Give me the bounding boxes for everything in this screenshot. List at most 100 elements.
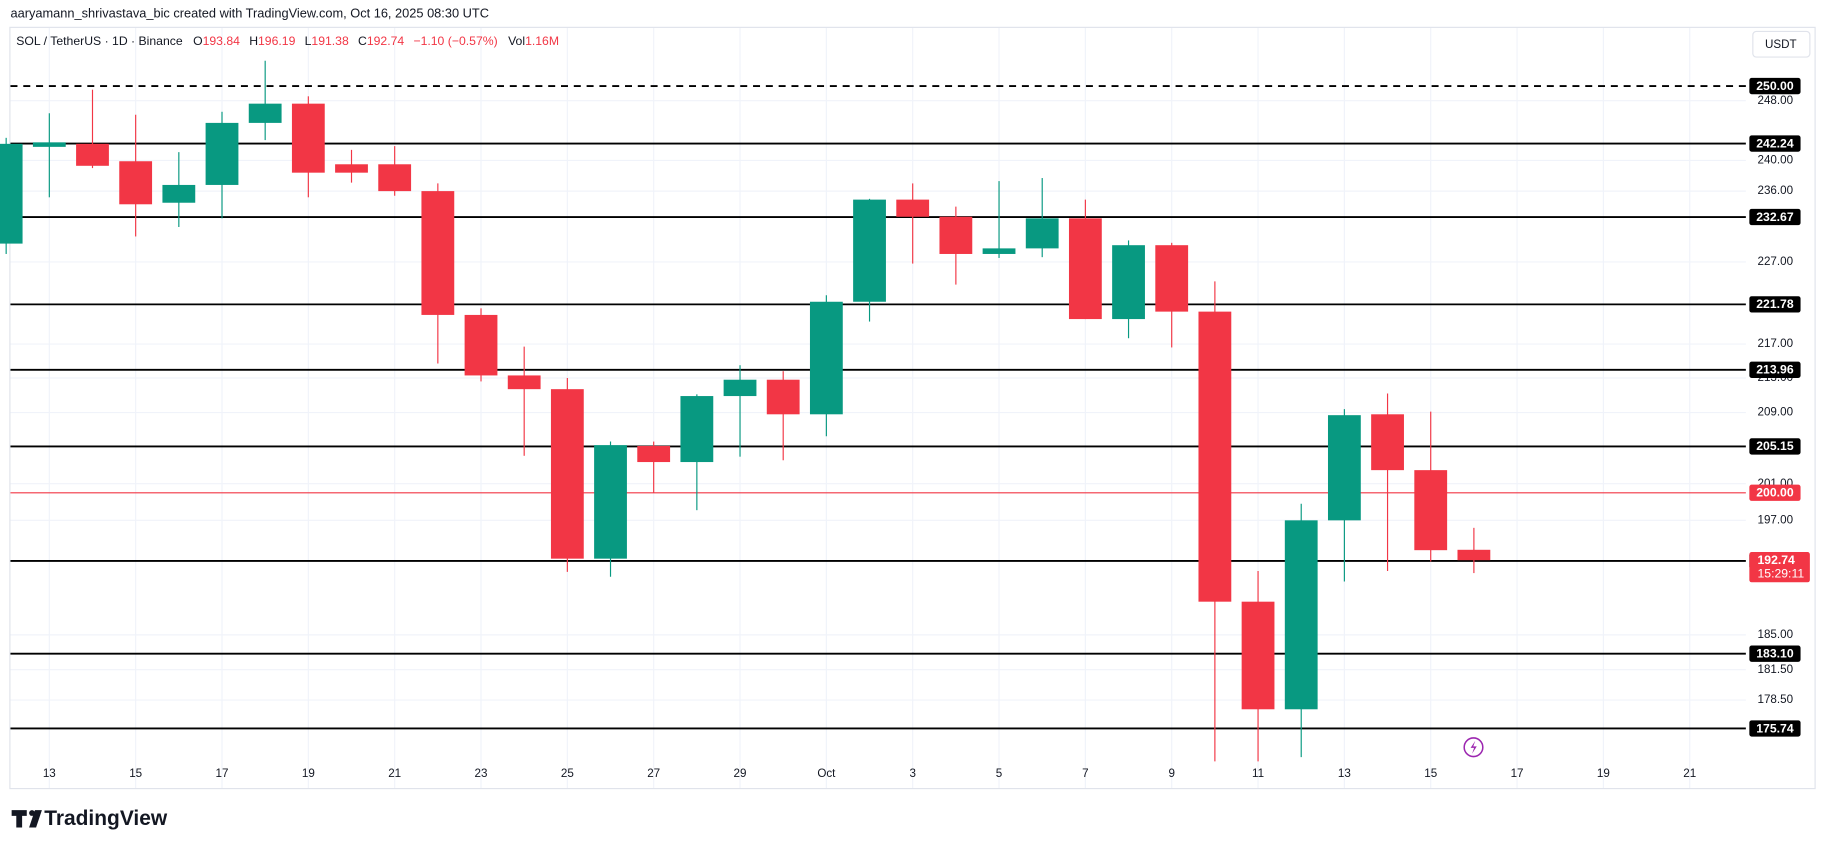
x-tick-label: 9 <box>1168 767 1174 780</box>
candle-body <box>1457 549 1491 561</box>
level-label-box <box>1749 208 1801 226</box>
candle-body <box>162 184 196 203</box>
level-label: 183.10 <box>1756 647 1794 661</box>
x-tick-label: 25 <box>561 767 574 780</box>
price-box <box>1749 552 1810 583</box>
currency-box[interactable] <box>1752 30 1811 58</box>
x-tick-label: 13 <box>1338 767 1351 780</box>
level-label: 213.96 <box>1756 363 1794 377</box>
x-tick-label: 29 <box>734 767 747 780</box>
candle-body <box>378 164 412 192</box>
candle-body <box>1112 245 1145 320</box>
candle-body <box>248 103 282 123</box>
legend: SOL / TetherUS · 1D · Binance O193.84 H1… <box>16 34 559 48</box>
level-label-box <box>1749 296 1801 313</box>
candle-body <box>205 122 239 185</box>
y-tick-label: 217.00 <box>1757 337 1793 350</box>
candle-body <box>896 199 930 217</box>
axes: 13 15 17 19 21 23 25 27 29 Oct 3 5 7 9 11 13 15 17 19 21 248… <box>43 77 1810 780</box>
y-tick-label: 178.50 <box>1757 693 1793 706</box>
x-tick-label: 19 <box>302 767 315 780</box>
x-tick-label: 21 <box>388 767 401 780</box>
candle-body <box>0 143 23 244</box>
y-tick-label: 227.00 <box>1757 255 1793 268</box>
level-label-box <box>1749 484 1801 501</box>
candle-body <box>119 161 153 205</box>
level-label-box <box>1749 135 1801 152</box>
legend-label: L <box>305 34 312 48</box>
legend-label: C <box>358 34 367 48</box>
candle-body <box>507 375 541 390</box>
candle-body <box>291 103 325 173</box>
candle-body <box>723 379 757 397</box>
logo-text[interactable]: TradingView <box>44 807 168 830</box>
logo-dot[interactable] <box>29 810 35 816</box>
level-label: 200.00 <box>1756 486 1794 500</box>
candle-body <box>1414 470 1448 551</box>
candle-body <box>32 142 66 147</box>
candle-body <box>853 199 886 302</box>
level-label: 205.15 <box>1756 439 1794 453</box>
candle-body <box>421 191 455 315</box>
candle-body <box>1371 414 1404 471</box>
x-tick-label: 11 <box>1252 767 1264 780</box>
legend-value: 192.74 <box>367 34 405 48</box>
event-icon[interactable] <box>1463 737 1484 758</box>
x-tick-label: 19 <box>1597 767 1610 780</box>
candle-body <box>1025 218 1059 249</box>
event-bolt[interactable] <box>1470 740 1477 754</box>
candle-body <box>939 216 973 254</box>
level-label: 232.67 <box>1756 210 1794 224</box>
candle-body <box>1198 311 1232 602</box>
x-tick-label: 27 <box>647 767 660 780</box>
candle-body <box>766 379 800 415</box>
legend-value: 193.84 <box>203 34 241 48</box>
level-label-box <box>1749 438 1801 455</box>
candle-body <box>464 314 498 376</box>
legend-value: 196.19 <box>258 34 296 48</box>
x-tick-label: Oct <box>817 767 836 780</box>
candle-body <box>76 143 109 166</box>
candle-body <box>982 248 1016 254</box>
level-label: 242.24 <box>1756 136 1794 150</box>
legend-label: O <box>193 34 203 48</box>
y-tick-label: 236.00 <box>1757 184 1793 197</box>
x-tick-label: 15 <box>129 767 142 780</box>
x-tick-label: 15 <box>1424 767 1437 780</box>
x-tick-label: 13 <box>43 767 56 780</box>
candles <box>0 60 1491 762</box>
candle-body <box>809 301 843 415</box>
price-label: 192.74 <box>1757 553 1795 567</box>
candle-body <box>680 396 714 463</box>
y-tick-label: 181.50 <box>1757 663 1793 676</box>
countdown: 15:29:11 <box>1757 566 1804 580</box>
y-tick-label: 197.00 <box>1757 513 1793 526</box>
x-tick-label: 17 <box>1511 767 1524 780</box>
candle-body <box>550 389 584 559</box>
level-label: 250.00 <box>1756 79 1794 93</box>
chart-frame <box>9 26 1816 790</box>
currency[interactable]: USDT <box>1765 38 1797 51</box>
legend-label: H <box>249 34 258 48</box>
x-tick-label: 5 <box>996 767 1002 780</box>
candle-body <box>637 445 671 463</box>
level-label-box <box>1749 361 1801 378</box>
level-label-box <box>1749 720 1801 737</box>
x-tick-label: 3 <box>909 767 915 780</box>
x-tick-label: 17 <box>216 767 229 780</box>
y-tick-label: 209.00 <box>1757 406 1793 419</box>
legend-value: 191.38 <box>311 34 349 48</box>
legend-value: 1.16M <box>525 34 559 48</box>
legend-change: −1.10 (−0.57%) <box>413 34 497 48</box>
y-tick-label: 185.00 <box>1757 628 1793 641</box>
candle-body <box>1068 218 1102 320</box>
candle-body <box>594 445 627 559</box>
level-label: 175.74 <box>1756 721 1794 735</box>
candle-body <box>1327 415 1361 521</box>
y-tick-label: 248.00 <box>1757 94 1793 107</box>
level-label: 221.78 <box>1756 297 1794 311</box>
x-tick-label: 21 <box>1683 767 1696 780</box>
logo[interactable]: TradingView <box>11 807 168 830</box>
candle-body <box>1155 245 1189 312</box>
